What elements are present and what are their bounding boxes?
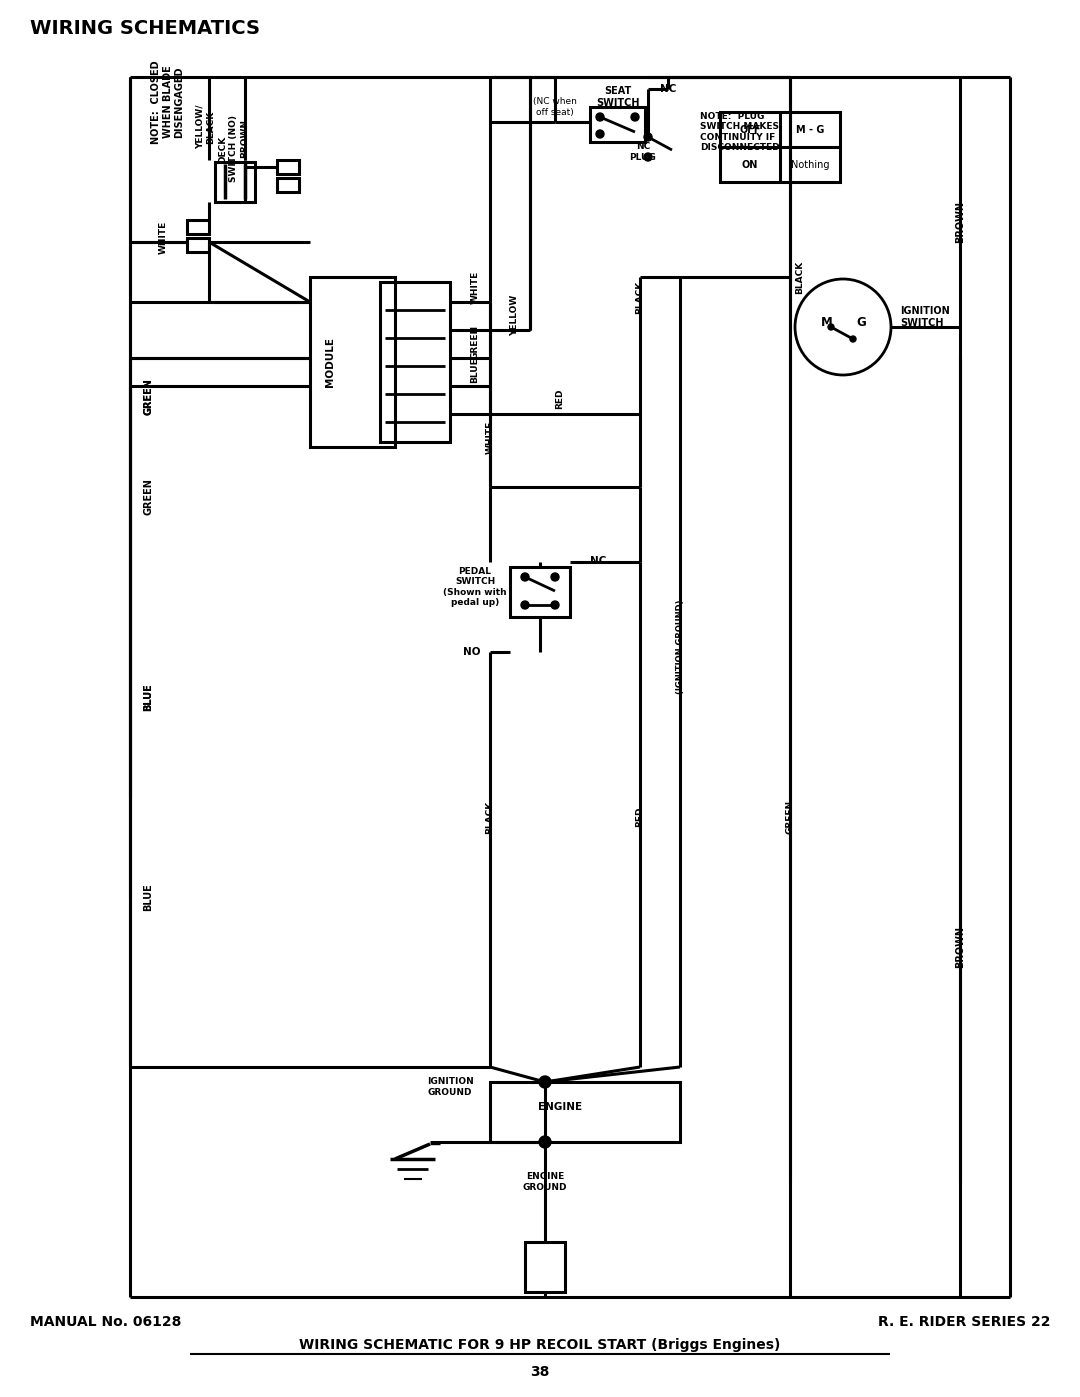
Text: GREEN: GREEN bbox=[471, 326, 480, 359]
Text: NC: NC bbox=[590, 556, 606, 566]
Text: MODULE: MODULE bbox=[325, 337, 335, 387]
Text: BLACK: BLACK bbox=[796, 260, 805, 293]
Text: WHITE: WHITE bbox=[486, 420, 495, 454]
Text: Nothing: Nothing bbox=[791, 161, 829, 170]
Text: WHITE: WHITE bbox=[159, 221, 167, 254]
Circle shape bbox=[539, 1076, 551, 1088]
Circle shape bbox=[644, 154, 652, 161]
Circle shape bbox=[521, 573, 529, 581]
Text: YELLOW: YELLOW bbox=[511, 295, 519, 335]
Text: IGNITION
GROUND: IGNITION GROUND bbox=[427, 1077, 473, 1097]
Circle shape bbox=[551, 573, 559, 581]
Circle shape bbox=[521, 601, 529, 609]
Text: BLACK: BLACK bbox=[486, 800, 495, 834]
Text: R. E. RIDER SERIES 22: R. E. RIDER SERIES 22 bbox=[877, 1315, 1050, 1329]
Bar bbox=[525, 1242, 565, 1292]
Text: BROWN: BROWN bbox=[955, 926, 966, 968]
Text: BROWN: BROWN bbox=[241, 120, 249, 158]
Text: DECK
SWITCH (NO): DECK SWITCH (NO) bbox=[218, 116, 238, 183]
Circle shape bbox=[631, 113, 639, 122]
Circle shape bbox=[644, 133, 652, 141]
Text: GREEN: GREEN bbox=[143, 379, 153, 415]
Bar bbox=[490, 1083, 680, 1141]
Text: BLACK: BLACK bbox=[635, 281, 645, 313]
Bar bbox=[510, 567, 570, 617]
Text: NO: NO bbox=[462, 647, 480, 657]
Text: SEAT
SWITCH: SEAT SWITCH bbox=[596, 87, 639, 108]
Circle shape bbox=[596, 113, 604, 122]
Circle shape bbox=[551, 601, 559, 609]
Circle shape bbox=[828, 324, 834, 330]
Text: BLUE: BLUE bbox=[143, 683, 153, 711]
Text: RED: RED bbox=[635, 806, 645, 827]
Text: NOTE:  PLUG
SWITCH MAKES
CONTINUITY IF
DISCONNECTED: NOTE: PLUG SWITCH MAKES CONTINUITY IF DI… bbox=[700, 112, 780, 152]
Text: GREEN: GREEN bbox=[785, 800, 795, 834]
Text: NOTE:  CLOSED
WHEN BLADE
DISENGAGED: NOTE: CLOSED WHEN BLADE DISENGAGED bbox=[151, 60, 185, 144]
Text: YELLOW/
BLACK: YELLOW/ BLACK bbox=[195, 105, 215, 149]
Text: IGNITION
SWITCH: IGNITION SWITCH bbox=[900, 306, 949, 328]
Bar bbox=[276, 177, 299, 191]
Bar bbox=[276, 161, 299, 175]
Circle shape bbox=[539, 1136, 551, 1148]
Text: BLUE: BLUE bbox=[143, 683, 153, 711]
Text: GREEN: GREEN bbox=[143, 479, 153, 515]
Text: BLUE: BLUE bbox=[471, 358, 480, 383]
Bar bbox=[380, 282, 450, 441]
Text: M: M bbox=[821, 316, 833, 328]
Text: ENGINE
GROUND: ENGINE GROUND bbox=[523, 1172, 567, 1192]
Text: OFF: OFF bbox=[739, 124, 760, 136]
Text: PEDAL
SWITCH
(Shown with
pedal up): PEDAL SWITCH (Shown with pedal up) bbox=[443, 567, 507, 608]
Text: NC
PLUG: NC PLUG bbox=[630, 142, 657, 162]
Text: WIRING SCHEMATIC FOR 9 HP RECOIL START (Briggs Engines): WIRING SCHEMATIC FOR 9 HP RECOIL START (… bbox=[299, 1338, 781, 1352]
Text: ENGINE: ENGINE bbox=[538, 1102, 582, 1112]
Bar bbox=[590, 108, 645, 142]
Bar bbox=[187, 219, 210, 235]
Text: BLUE: BLUE bbox=[143, 883, 153, 911]
Text: MANUAL No. 06128: MANUAL No. 06128 bbox=[30, 1315, 181, 1329]
Text: ON: ON bbox=[742, 161, 758, 170]
Bar bbox=[187, 237, 210, 251]
Text: (IGNITION GROUND): (IGNITION GROUND) bbox=[675, 599, 685, 694]
Text: BROWN: BROWN bbox=[955, 201, 966, 243]
Bar bbox=[310, 277, 395, 447]
Circle shape bbox=[596, 130, 604, 138]
Circle shape bbox=[850, 337, 856, 342]
Text: WIRING SCHEMATICS: WIRING SCHEMATICS bbox=[30, 20, 260, 39]
Text: (NC when
off seat): (NC when off seat) bbox=[534, 98, 577, 117]
Text: M - G: M - G bbox=[796, 124, 824, 136]
Text: NC: NC bbox=[660, 84, 676, 94]
Text: 38: 38 bbox=[530, 1365, 550, 1379]
Text: RED: RED bbox=[555, 388, 565, 409]
Circle shape bbox=[795, 279, 891, 374]
Bar bbox=[720, 112, 840, 182]
Text: GREEN: GREEN bbox=[143, 379, 153, 415]
Bar bbox=[215, 162, 255, 203]
Text: WHITE: WHITE bbox=[471, 271, 480, 303]
Text: G: G bbox=[856, 316, 866, 328]
